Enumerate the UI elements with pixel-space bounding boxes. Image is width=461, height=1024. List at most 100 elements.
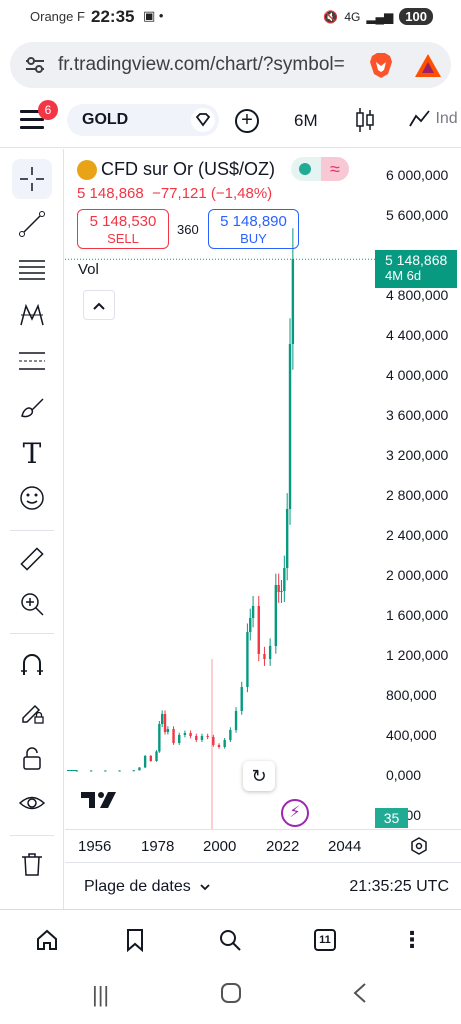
crosshair-icon[interactable] [12, 159, 52, 199]
zoom-in-icon[interactable] [12, 584, 52, 624]
candle-body [263, 654, 266, 659]
candle-body [285, 509, 289, 568]
more-menu-icon[interactable]: ⋮ [401, 927, 423, 952]
last-price: 5 148,868 [77, 185, 144, 202]
sell-button[interactable]: 5 148,530 SELL [77, 209, 169, 249]
price-label: 3 600,000 [386, 407, 449, 423]
back-icon[interactable] [352, 982, 368, 1010]
price-chart[interactable] [65, 149, 378, 829]
bolt-icon[interactable]: ⚡ [281, 799, 309, 827]
bookmark-icon[interactable] [121, 926, 149, 954]
time-label: 1978 [141, 838, 175, 855]
candle-body [160, 714, 164, 724]
address-bar[interactable]: fr.tradingview.com/chart/?symbol= [10, 42, 451, 88]
chart-bottom-bar: Plage de dates 21:35:25 UTC [65, 862, 461, 908]
buy-button[interactable]: 5 148,890 BUY [208, 209, 299, 249]
unlock-icon[interactable] [12, 738, 52, 778]
menu-button[interactable] [20, 110, 44, 132]
tool-divider [10, 835, 54, 836]
emoji-icon[interactable] [12, 478, 52, 518]
tradingview-logo[interactable] [81, 789, 119, 816]
symbol-name: GOLD [82, 111, 129, 128]
pattern-icon[interactable] [12, 295, 52, 335]
fib-retracement-icon[interactable] [12, 249, 52, 289]
candle-body [223, 740, 226, 747]
bar-countdown: 4M 6d [385, 268, 422, 283]
search-icon[interactable] [216, 926, 244, 954]
volume-value-label: 35 [375, 808, 408, 828]
compare-add-button[interactable]: + [235, 109, 259, 133]
network-type: 4G [344, 9, 361, 24]
price-label: 5 600,000 [386, 207, 449, 223]
trash-icon[interactable] [12, 844, 52, 884]
site-settings-icon[interactable] [24, 54, 46, 81]
candle-body [234, 711, 238, 730]
candle-body [158, 724, 161, 752]
candle-body [277, 585, 280, 592]
date-range-button[interactable]: Plage de dates [84, 878, 211, 896]
candle-body [89, 770, 93, 772]
reset-icon: ↻ [251, 766, 267, 786]
interval-button[interactable]: 6M [294, 111, 318, 130]
chart-settings-icon[interactable] [410, 837, 428, 860]
candle-body [246, 632, 249, 687]
chevron-down-icon [200, 884, 210, 891]
candle-body [195, 736, 198, 740]
candle-body [138, 767, 141, 771]
price-label: 400,000 [386, 727, 437, 743]
candle-body [251, 606, 255, 618]
symbol-search-button[interactable]: GOLD [67, 104, 219, 136]
tabs-button[interactable]: 11 [311, 926, 339, 954]
price-label: 2 000,000 [386, 567, 449, 583]
battery-level: 100 [399, 8, 433, 25]
spread-value: 360 [177, 222, 199, 237]
brave-shields-icon[interactable] [366, 50, 396, 80]
trend-line-icon[interactable] [12, 204, 52, 244]
home-icon[interactable] [33, 926, 61, 954]
rewards-icon[interactable] [414, 52, 442, 80]
visibility-icon[interactable] [12, 783, 52, 823]
url-text[interactable]: fr.tradingview.com/chart/?symbol= [58, 54, 345, 75]
ruler-icon[interactable] [12, 539, 52, 579]
candle-body [163, 714, 167, 732]
time-label: 2022 [266, 838, 300, 855]
collapse-legend-button[interactable] [83, 290, 115, 320]
volume-legend[interactable]: Vol [78, 261, 99, 278]
signal-icon: ▂▄▆ [366, 9, 394, 24]
tab-count: 11 [314, 929, 336, 951]
sell-price: 5 148,530 [89, 213, 157, 230]
candle-body [149, 756, 153, 761]
candle-body [288, 344, 292, 509]
brush-icon[interactable] [12, 388, 52, 428]
diamond-icon[interactable] [191, 108, 215, 132]
forecast-icon[interactable] [12, 341, 52, 381]
reset-chart-button[interactable]: ↻ [243, 761, 275, 791]
price-label: 2 800,000 [386, 487, 449, 503]
buy-label: BUY [240, 231, 267, 246]
chart-pane[interactable]: CFD sur Or (US$/OZ) ≈ 5 148,868 −77,121 … [65, 149, 461, 829]
indicators-button[interactable]: Ind [409, 108, 458, 130]
status-bar: Orange F 22:35 ▣ • 🔇 4G ▂▄▆ 100 [0, 0, 461, 34]
chevron-up-icon [93, 302, 105, 310]
mute-icon: 🔇 [323, 9, 339, 24]
candle-body [132, 770, 135, 772]
utc-clock[interactable]: 21:35:25 UTC [349, 878, 449, 895]
magnet-icon[interactable] [12, 645, 52, 685]
candle-body [166, 729, 170, 732]
recent-apps-icon[interactable]: ||| [92, 982, 110, 1007]
text-tool-icon[interactable]: T [22, 436, 42, 470]
price-label: 4 800,000 [386, 287, 449, 303]
candles-icon[interactable] [354, 106, 376, 139]
candle-body [118, 770, 121, 772]
lock-drawings-icon[interactable] [12, 692, 52, 732]
home-nav-icon[interactable] [220, 982, 242, 1010]
price-label: 4 400,000 [386, 327, 449, 343]
candle-body [178, 735, 181, 743]
sell-label: SELL [107, 231, 139, 246]
legend-price-change: 5 148,868 −77,121 (−1,48%) [77, 185, 272, 202]
instrument-title[interactable]: CFD sur Or (US$/OZ) [101, 159, 275, 179]
time-axis[interactable]: 1956 1978 2000 2022 2044 [65, 829, 461, 861]
price-label: 4 000,000 [386, 367, 449, 383]
price-label: 1 600,000 [386, 607, 449, 623]
market-status-pill[interactable]: ≈ [291, 157, 349, 181]
